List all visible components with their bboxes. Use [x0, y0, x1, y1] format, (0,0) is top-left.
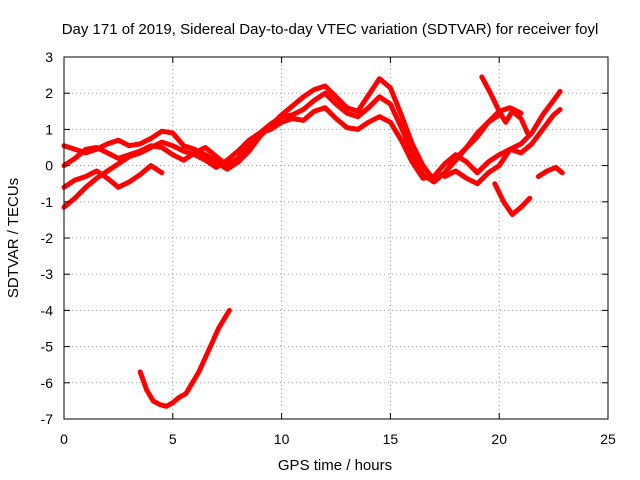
y-tick-label: -5: [41, 339, 54, 355]
series-line-6: [479, 74, 530, 136]
y-tick-label: -7: [41, 411, 54, 427]
series-line-7: [492, 181, 533, 217]
y-tick-label: -2: [41, 230, 54, 246]
y-tick-label: -6: [41, 375, 54, 391]
ticks: [63, 56, 609, 420]
x-tick-label: 15: [383, 431, 399, 447]
x-tick-label: 20: [491, 431, 507, 447]
series-line-9: [137, 307, 232, 409]
y-tick-label: -4: [41, 302, 54, 318]
y-axis-label: SDTVAR / TECUs: [5, 178, 22, 298]
y-tick-label: -1: [41, 194, 54, 210]
x-tick-label: 25: [600, 431, 616, 447]
y-tick-labels: 3 2 1 0 -1 -2 -3 -4 -5 -6 -7: [41, 49, 54, 427]
series-layer: [61, 74, 565, 409]
x-tick-label: 0: [60, 431, 68, 447]
series-line-8: [535, 164, 565, 179]
y-tick-label: -3: [41, 266, 54, 282]
series-line-5: [442, 88, 563, 187]
chart-title: Day 171 of 2019, Sidereal Day-to-day VTE…: [62, 21, 599, 38]
y-tick-label: 1: [45, 121, 53, 137]
x-tick-labels: 0 5 10 15 20 25: [60, 431, 616, 447]
series-line-3: [61, 105, 563, 181]
series-line-4: [61, 163, 165, 190]
x-tick-label: 5: [169, 431, 177, 447]
y-tick-label: 3: [45, 49, 53, 65]
x-tick-label: 10: [274, 431, 290, 447]
y-tick-label: 2: [45, 85, 53, 101]
y-tick-label: 0: [45, 158, 53, 174]
x-axis-label: GPS time / hours: [278, 457, 392, 474]
